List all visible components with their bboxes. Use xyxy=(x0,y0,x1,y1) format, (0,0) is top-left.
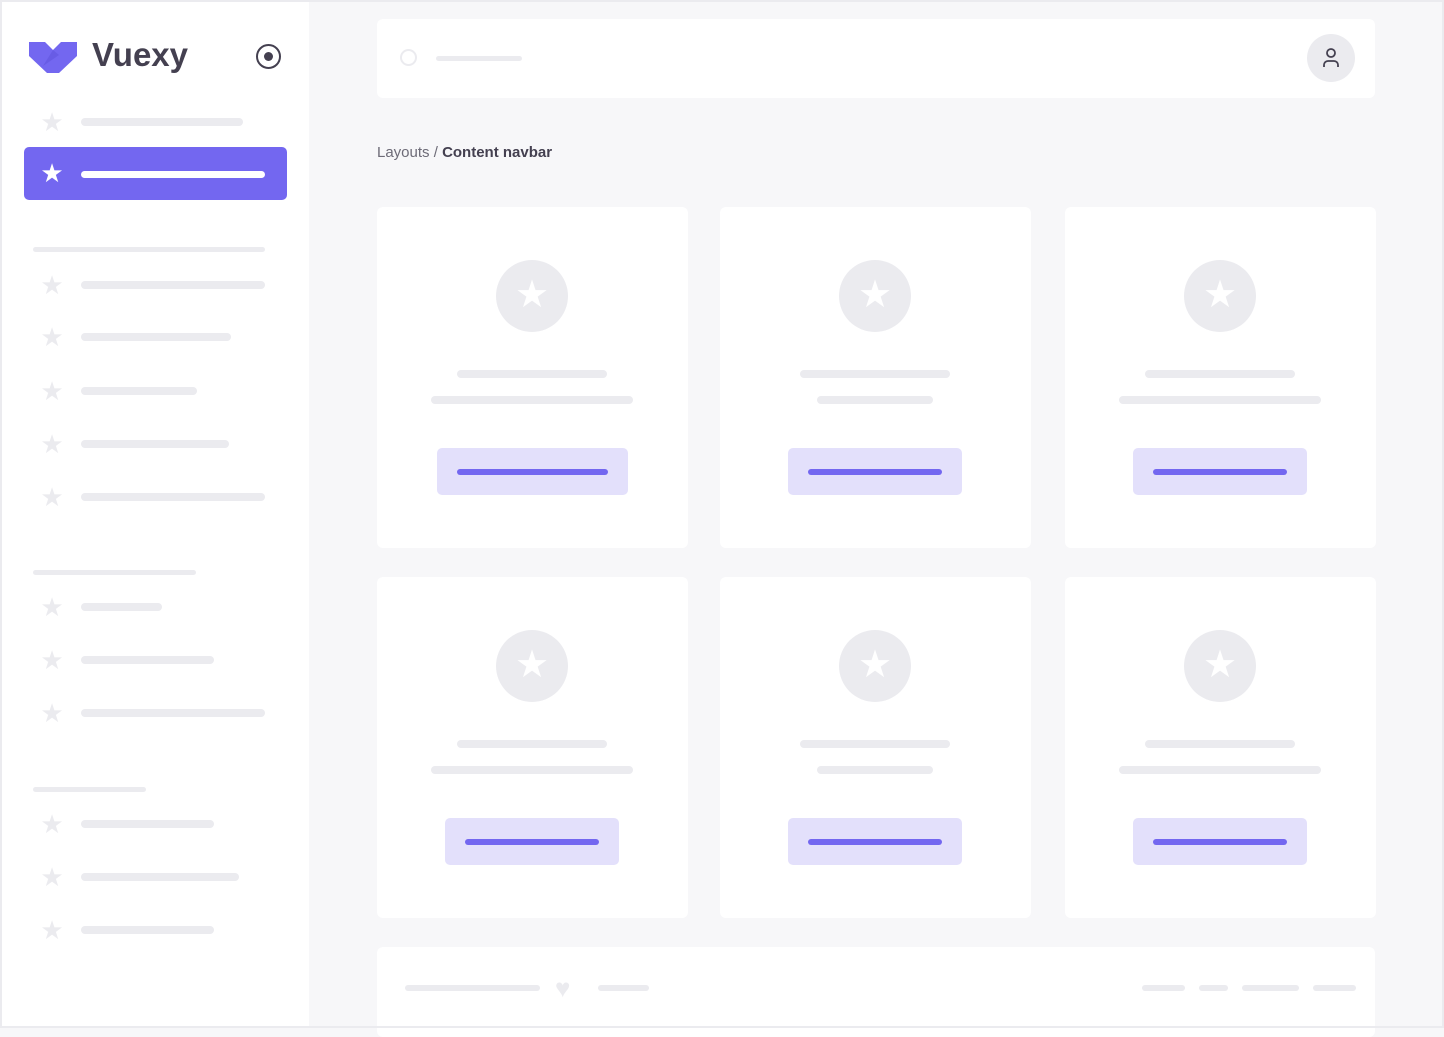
footer: ♥ xyxy=(377,947,1375,1037)
sidebar-item[interactable]: ★ xyxy=(30,424,280,464)
card-button-label xyxy=(1153,839,1287,845)
sidebar-item[interactable]: ★ xyxy=(30,804,280,844)
sidebar-item-label xyxy=(81,926,214,934)
sidebar-item[interactable]: ★ xyxy=(30,371,280,411)
sidebar: Vuexy ★ ★ ★ ★ ★ ★ ★ ★ ★ ★ ★ ★ ★ xyxy=(0,0,309,1028)
card: ★ xyxy=(720,577,1031,918)
sidebar-item[interactable]: ★ xyxy=(30,587,280,627)
card-text xyxy=(1119,766,1321,774)
brand-name: Vuexy xyxy=(92,36,189,73)
sidebar-item[interactable]: ★ xyxy=(30,693,280,733)
card: ★ xyxy=(1065,207,1376,548)
star-icon: ★ xyxy=(40,862,64,892)
sidebar-item[interactable]: ★ xyxy=(30,910,280,950)
footer-text xyxy=(598,985,649,991)
sidebar-item-label xyxy=(81,493,265,501)
card-button[interactable] xyxy=(788,448,962,495)
breadcrumb-separator: / xyxy=(429,144,443,161)
star-icon: ★ xyxy=(40,429,64,459)
heart-icon: ♥ xyxy=(555,973,571,1003)
sidebar-item-label xyxy=(81,709,265,717)
star-icon: ★ xyxy=(496,630,568,702)
search-input[interactable] xyxy=(436,56,522,61)
card-text xyxy=(817,766,933,774)
card-text xyxy=(431,396,633,404)
sidebar-item[interactable]: ★ xyxy=(30,477,280,517)
star-icon: ★ xyxy=(40,107,64,137)
radio-circle-icon[interactable] xyxy=(256,44,281,69)
card-button[interactable] xyxy=(445,818,619,865)
card-button[interactable] xyxy=(436,448,628,495)
star-icon: ★ xyxy=(1184,630,1256,702)
star-icon: ★ xyxy=(839,260,911,332)
footer-text xyxy=(405,985,540,991)
card-button-label xyxy=(456,469,608,475)
footer-link[interactable] xyxy=(1242,985,1299,991)
star-icon: ★ xyxy=(40,376,64,406)
breadcrumb-parent[interactable]: Layouts xyxy=(377,144,430,161)
card: ★ xyxy=(720,207,1031,548)
card: ★ xyxy=(377,577,688,918)
user-avatar[interactable] xyxy=(1307,34,1355,82)
card-button-label xyxy=(1153,469,1287,475)
sidebar-item[interactable]: ★ xyxy=(30,317,280,357)
card-title xyxy=(457,740,607,748)
card-button[interactable] xyxy=(1133,448,1307,495)
star-icon: ★ xyxy=(839,630,911,702)
sidebar-section-header xyxy=(33,570,196,575)
star-icon: ★ xyxy=(40,809,64,839)
card-text xyxy=(1119,396,1321,404)
card-button[interactable] xyxy=(788,818,962,865)
card-title xyxy=(800,370,950,378)
card-button-label xyxy=(465,839,599,845)
sidebar-item-label xyxy=(81,820,214,828)
vuexy-logo-icon xyxy=(29,40,77,74)
card: ★ xyxy=(1065,577,1376,918)
star-icon: ★ xyxy=(40,482,64,512)
card-title xyxy=(457,370,607,378)
card-title xyxy=(800,740,950,748)
star-icon: ★ xyxy=(40,698,64,728)
top-navbar xyxy=(377,19,1375,98)
star-icon: ★ xyxy=(40,645,64,675)
sidebar-item-label xyxy=(81,603,162,611)
sidebar-section-header xyxy=(33,787,146,792)
star-icon: ★ xyxy=(40,592,64,622)
search-icon[interactable] xyxy=(400,49,417,66)
star-icon: ★ xyxy=(40,270,64,300)
card-title xyxy=(1145,370,1295,378)
user-icon xyxy=(1323,48,1339,67)
card-title xyxy=(1145,740,1295,748)
card: ★ xyxy=(377,207,688,548)
sidebar-item-label xyxy=(81,440,229,448)
breadcrumb: Layouts / Content navbar xyxy=(377,144,552,161)
star-icon: ★ xyxy=(1184,260,1256,332)
star-icon: ★ xyxy=(40,322,64,352)
footer-link[interactable] xyxy=(1142,985,1185,991)
card-text xyxy=(817,396,933,404)
sidebar-item-active[interactable]: ★ xyxy=(24,147,287,200)
sidebar-item-label xyxy=(81,387,197,395)
footer-link[interactable] xyxy=(1313,985,1356,991)
breadcrumb-current: Content navbar xyxy=(442,144,553,161)
sidebar-section-header xyxy=(33,247,265,252)
sidebar-item-label xyxy=(81,333,231,341)
sidebar-item-label xyxy=(81,656,214,664)
sidebar-item[interactable]: ★ xyxy=(30,265,280,305)
sidebar-item-label xyxy=(81,281,265,289)
card-text xyxy=(431,766,633,774)
sidebar-item[interactable]: ★ xyxy=(30,640,280,680)
sidebar-item-label xyxy=(81,171,265,178)
card-button[interactable] xyxy=(1133,818,1307,865)
sidebar-item-label xyxy=(81,873,239,881)
card-button-label xyxy=(808,839,942,845)
sidebar-item-label xyxy=(81,118,243,126)
card-button-label xyxy=(808,469,942,475)
footer-link[interactable] xyxy=(1199,985,1228,991)
star-icon: ★ xyxy=(40,915,64,945)
sidebar-item[interactable]: ★ xyxy=(30,102,280,142)
star-icon: ★ xyxy=(496,260,568,332)
sidebar-item[interactable]: ★ xyxy=(30,857,280,897)
star-icon: ★ xyxy=(40,158,64,188)
